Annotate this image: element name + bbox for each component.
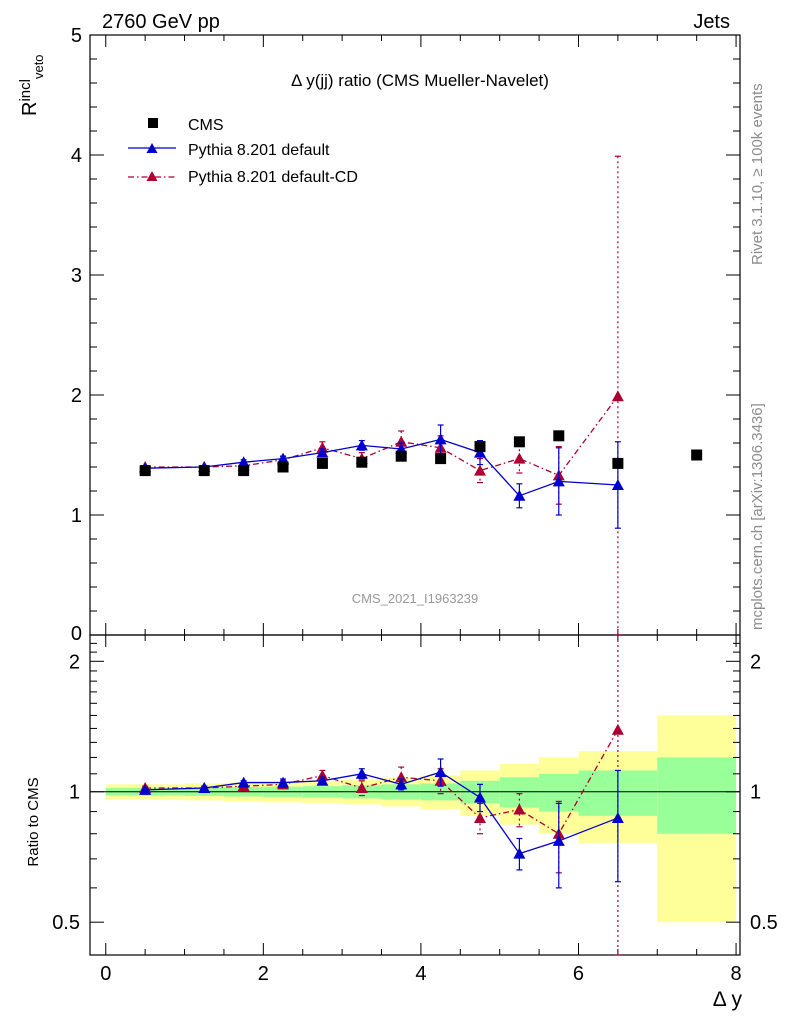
x-axis-label: Δ y	[713, 988, 743, 1011]
legend: CMS Pythia 8.201 default Pythia 8.201 de…	[128, 117, 358, 186]
top-point	[277, 452, 290, 464]
top-point	[553, 430, 565, 442]
legend-label-default: Pythia 8.201 default	[188, 142, 330, 159]
side-text-bottom: mcplots.cern.ch [arXiv:1306.3436]	[749, 403, 766, 630]
band-green-12	[657, 757, 737, 834]
top-y-tick-label: 3	[71, 265, 82, 287]
side-text-top: Rivet 3.1.10, ≥ 100k events	[749, 83, 766, 265]
bottom-y-tick-label: 1	[69, 782, 80, 804]
top-point	[316, 457, 328, 469]
x-tick-label: 8	[730, 963, 741, 985]
data-series	[139, 155, 703, 956]
bottom-point	[277, 776, 290, 788]
top-cms	[139, 430, 703, 477]
top-point	[316, 446, 329, 458]
top-point	[238, 465, 250, 477]
bottom-point	[355, 767, 368, 779]
top-point	[513, 436, 525, 448]
top-y-label: Rinclveto	[17, 54, 46, 116]
bottom-y-tick-label-right: 2	[750, 651, 761, 673]
top-point	[395, 450, 407, 462]
top-point	[513, 489, 526, 501]
top-point	[237, 456, 250, 468]
y-label-sup: incl	[17, 79, 34, 102]
x-tick-label: 4	[415, 963, 426, 985]
bottom-bands	[105, 715, 737, 923]
top-point	[513, 452, 526, 464]
bottom-y-tick-label-right: 0.5	[750, 912, 778, 934]
svg-text:Rinclveto: Rinclveto	[17, 54, 46, 116]
bottom-point	[611, 723, 624, 735]
top-line	[145, 438, 618, 497]
bottom-point	[611, 811, 624, 823]
top-point	[355, 439, 368, 451]
bottom-point	[552, 834, 565, 846]
bottom-y-label: Ratio to CMS	[25, 777, 42, 866]
bottom-point	[139, 783, 152, 795]
header-left: 2760 GeV pp	[102, 11, 220, 33]
top-y-tick-label: 5	[71, 25, 82, 47]
legend-label-cms: CMS	[188, 117, 224, 134]
bottom-y-tick-label-right: 1	[750, 782, 761, 804]
top-point	[691, 449, 703, 461]
legend-label-cd: Pythia 8.201 default-CD	[188, 169, 358, 186]
top-point	[435, 453, 447, 465]
legend-triangle-cd	[146, 171, 158, 181]
top-line	[145, 395, 619, 477]
bottom-panel-frame	[89, 634, 741, 956]
watermark: CMS_2021_I1963239	[352, 591, 479, 606]
top-point	[395, 435, 408, 447]
bottom-pythia-8-201-default	[139, 758, 624, 889]
bottom-point	[513, 847, 526, 859]
bottom-point	[316, 774, 329, 786]
bottom-point	[355, 782, 368, 794]
top-pythia-8-201-default	[139, 424, 624, 529]
bottom-point	[474, 811, 486, 823]
top-point	[434, 433, 447, 445]
bottom-point	[395, 778, 408, 790]
legend-triangle-default	[146, 143, 158, 153]
top-point	[474, 464, 486, 476]
bottom-y-tick-label: 2	[69, 651, 80, 673]
top-y-tick-label: 0	[71, 623, 82, 645]
top-point	[198, 465, 210, 477]
bottom-point	[474, 791, 486, 803]
bottom-point	[434, 766, 447, 778]
top-point	[552, 475, 565, 487]
band-green-9	[499, 777, 540, 808]
y-label-sub: veto	[31, 54, 46, 79]
header-right: Jets	[693, 11, 730, 33]
bottom-line	[145, 771, 619, 855]
top-pythia-8-201-default-cd	[139, 155, 624, 636]
legend-marker-cms	[148, 118, 158, 128]
chart-title: Δ y(jj) ratio (CMS Mueller-Navelet)	[291, 71, 549, 90]
bottom-y-tick-label: 0.5	[52, 912, 80, 934]
top-point	[474, 441, 486, 453]
top-point	[139, 465, 151, 477]
axis-ticks	[90, 34, 740, 955]
tick-labels: 0 2 4 6 8 0 1 2 3 4 5 0.5 0.5 1 1 2 2	[52, 25, 778, 985]
top-point	[356, 456, 368, 468]
y-label-main: R	[19, 102, 41, 116]
bottom-point	[513, 803, 526, 815]
bottom-point	[198, 782, 211, 794]
x-tick-label: 0	[100, 963, 111, 985]
top-point	[277, 461, 289, 473]
top-y-tick-label: 1	[71, 505, 82, 527]
x-tick-label: 6	[573, 963, 584, 985]
top-point	[611, 390, 624, 402]
bottom-point	[237, 776, 250, 788]
x-tick-label: 2	[258, 963, 269, 985]
top-point	[611, 479, 624, 490]
top-y-tick-label: 2	[71, 385, 82, 407]
top-y-tick-label: 4	[71, 145, 82, 167]
top-point	[612, 457, 624, 469]
